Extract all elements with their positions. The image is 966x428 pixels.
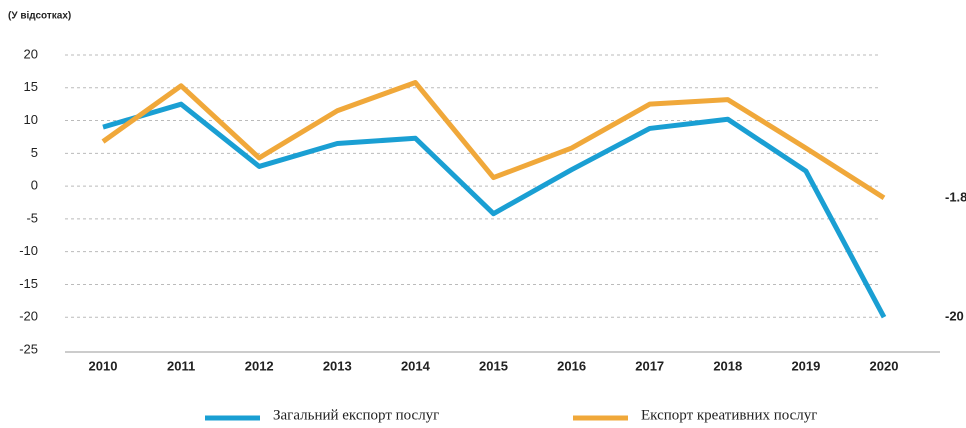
x-tick-label: 2015 [479,358,508,373]
x-tick-label: 2018 [713,358,742,373]
x-tick-label: 2020 [870,358,899,373]
y-tick-label: 10 [24,112,38,127]
x-tick-label: 2014 [401,358,431,373]
x-tick-label: 2010 [89,358,118,373]
y-tick-label: -5 [26,210,38,225]
y-tick-label: 0 [31,178,38,193]
x-tick-label: 2019 [791,358,820,373]
legend-label: Загальний експорт послуг [273,407,439,423]
series-line [101,80,886,201]
y-tick-label: -15 [19,276,38,291]
chart-subtitle: (У відсотках) [8,11,71,22]
data-label: -1.8 [945,189,966,204]
x-tick-label: 2012 [245,358,274,373]
y-tick-label: -20 [19,309,38,324]
y-tick-label: 5 [31,145,38,160]
y-tick-label: -10 [19,243,38,258]
legend-label: Експорт креативних послуг [641,407,817,423]
x-tick-label: 2013 [323,358,352,373]
data-label: -20 [945,309,964,324]
x-tick-label: 2016 [557,358,586,373]
y-tick-label: 20 [24,46,38,61]
x-tick-label: 2017 [635,358,664,373]
series-line [102,101,887,319]
x-tick-label: 2011 [167,358,195,373]
y-tick-label: -25 [19,341,38,356]
y-tick-label: 15 [24,79,38,94]
